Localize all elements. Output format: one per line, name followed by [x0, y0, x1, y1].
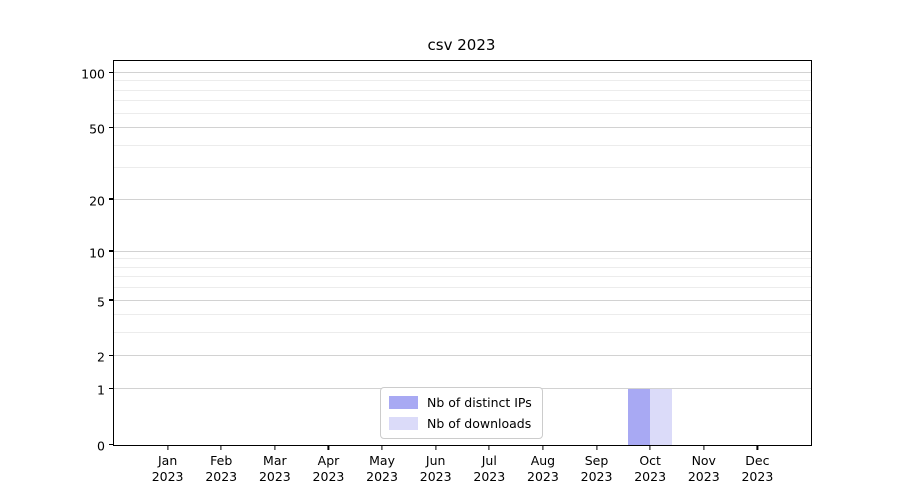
y-tick-mark — [109, 443, 114, 445]
x-tick-label: Jul 2023 — [473, 453, 506, 485]
y-tick-label: 1 — [97, 382, 105, 398]
x-tick-label: Sep 2023 — [580, 453, 613, 485]
legend-label: Nb of distinct IPs — [427, 395, 532, 410]
y-minor-gridline — [114, 266, 811, 268]
x-tick-label: Aug 2023 — [527, 453, 559, 485]
y-minor-gridline — [114, 89, 811, 91]
y-tick-mark — [109, 355, 114, 357]
x-tick-mark — [649, 445, 651, 450]
x-tick-mark — [488, 445, 490, 450]
y-tick-label: 20 — [89, 193, 105, 209]
x-tick-mark — [703, 445, 705, 450]
x-tick-label: Jun 2023 — [419, 453, 452, 485]
y-tick-mark — [109, 71, 114, 73]
y-tick-label: 50 — [89, 121, 105, 137]
y-tick-mark — [109, 387, 114, 390]
y-tick-mark — [109, 299, 114, 301]
y-tick-mark — [109, 126, 114, 128]
y-gridline — [114, 126, 811, 128]
y-minor-gridline — [114, 314, 811, 316]
y-tick-mark — [109, 198, 114, 200]
y-minor-gridline — [114, 258, 811, 260]
x-tick-label: Oct 2023 — [634, 453, 667, 485]
x-tick-label: Dec 2023 — [741, 453, 774, 485]
y-tick-label: 5 — [97, 294, 105, 310]
x-tick-mark — [435, 445, 437, 450]
plot-area: 0 1 2 5 10 20 50 100 Jan 2023 Feb 2023 Mar 2023 Ap… — [81, 60, 812, 484]
y-tick-label: 10 — [89, 245, 105, 261]
y-minor-gridline — [114, 276, 811, 278]
x-tick-mark — [381, 445, 383, 450]
y-tick-mark — [109, 250, 114, 252]
legend-item: Nb of downloads — [389, 416, 532, 431]
x-tick-mark — [756, 445, 758, 450]
legend-swatch-distinct-ips — [389, 396, 418, 409]
y-gridline — [114, 250, 811, 252]
y-tick-label: 2 — [97, 349, 105, 365]
y-minor-gridline — [114, 144, 811, 146]
x-tick-label: Feb 2023 — [205, 453, 238, 485]
x-tick-mark — [220, 445, 222, 450]
y-minor-gridline — [114, 100, 811, 102]
x-tick-label: May 2023 — [366, 453, 398, 485]
y-minor-gridline — [114, 332, 811, 334]
chart-title: csv 2023 — [427, 36, 496, 54]
x-tick-mark — [595, 445, 598, 450]
x-tick-mark — [274, 445, 276, 450]
legend-swatch-downloads — [389, 417, 418, 430]
y-tick-label: 100 — [81, 66, 105, 82]
y-minor-gridline — [114, 287, 811, 289]
y-gridline — [114, 198, 811, 200]
x-tick-label: Jan 2023 — [151, 453, 184, 485]
y-gridline — [114, 299, 811, 301]
y-gridline — [114, 355, 811, 357]
legend: Nb of distinct IPs Nb of downloads — [380, 387, 543, 439]
legend-label: Nb of downloads — [427, 416, 532, 431]
x-tick-mark — [167, 445, 169, 450]
y-minor-gridline — [114, 112, 811, 114]
y-gridline — [114, 71, 811, 73]
legend-item: Nb of distinct IPs — [389, 395, 532, 410]
x-tick-label: Nov 2023 — [687, 453, 720, 485]
y-tick-label: 0 — [97, 438, 105, 454]
y-minor-gridline — [114, 167, 811, 169]
x-tick-mark — [327, 445, 330, 450]
x-tick-mark — [542, 445, 544, 450]
x-tick-label: Mar 2023 — [258, 453, 291, 485]
bar-downloads — [650, 389, 673, 445]
y-minor-gridline — [114, 80, 811, 82]
x-tick-label: Apr 2023 — [312, 453, 345, 485]
bar-distinct-ips — [628, 389, 651, 445]
